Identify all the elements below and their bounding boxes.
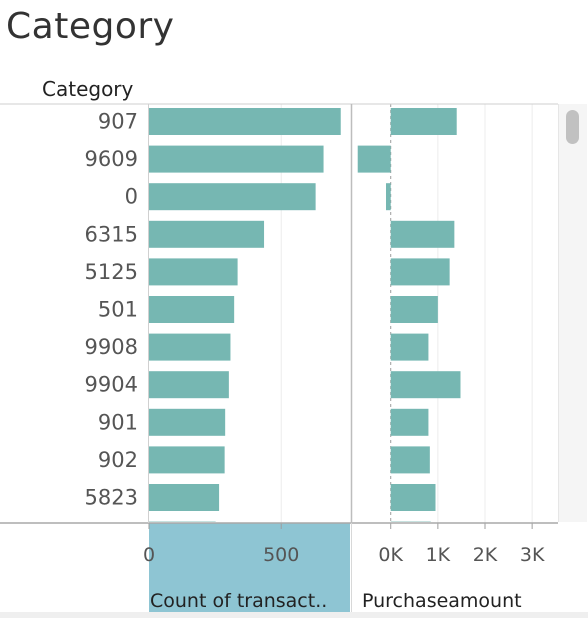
purchase-axis-title[interactable]: Purchaseamount [362,590,522,612]
purchase-tick-label: 0K [378,544,403,566]
purchase-bar[interactable] [390,371,461,399]
category-label[interactable]: 5823 [85,486,138,510]
sheet-title: Category [6,6,175,47]
category-label[interactable]: 501 [98,298,138,322]
purchase-bar[interactable] [357,145,391,173]
purchase-bar[interactable] [390,220,455,248]
scrollbar-thumb[interactable] [566,110,579,144]
count-tick-label: 0 [143,544,155,566]
category-label[interactable]: 9904 [85,373,138,397]
count-axis-title[interactable]: Count of transact.. [150,590,327,612]
count-bar[interactable] [149,296,235,323]
purchase-bar[interactable] [390,333,429,361]
count-bar[interactable] [149,108,341,135]
count-tick-label: 500 [263,544,299,566]
count-bar[interactable] [149,258,238,286]
purchase-tick-label: 3K [520,544,545,566]
purchase-tick-label: 1K [426,544,451,566]
count-bar[interactable] [149,484,220,511]
count-bar[interactable] [149,446,225,474]
purchase-tick-label: 2K [473,544,498,566]
purchase-bar[interactable] [390,296,438,323]
category-label[interactable]: 5125 [85,260,138,284]
category-label[interactable]: 9609 [85,147,138,171]
count-bar[interactable] [149,333,231,361]
purchase-bar[interactable] [390,408,429,436]
category-label[interactable]: 907 [98,110,138,134]
axis-header-highlight[interactable] [149,523,350,612]
count-bar[interactable] [149,183,316,211]
category-label[interactable]: 902 [98,448,138,472]
purchase-bar[interactable] [386,183,391,211]
category-label[interactable]: 6315 [85,222,138,246]
purchase-bar[interactable] [390,108,457,135]
bottom-divider [0,612,588,618]
category-label[interactable]: 901 [98,410,138,434]
category-label[interactable]: 9908 [85,335,138,359]
purchase-bar[interactable] [390,446,430,474]
category-label[interactable]: 0 [125,185,138,209]
count-bar[interactable] [149,408,226,436]
row-header-category[interactable]: Category [42,77,134,101]
vertical-scrollbar[interactable] [558,104,587,522]
purchase-bar[interactable] [390,484,436,511]
count-bar[interactable] [149,145,324,173]
purchase-bar[interactable] [390,258,450,286]
count-bar[interactable] [149,220,265,248]
count-bar[interactable] [149,371,229,399]
